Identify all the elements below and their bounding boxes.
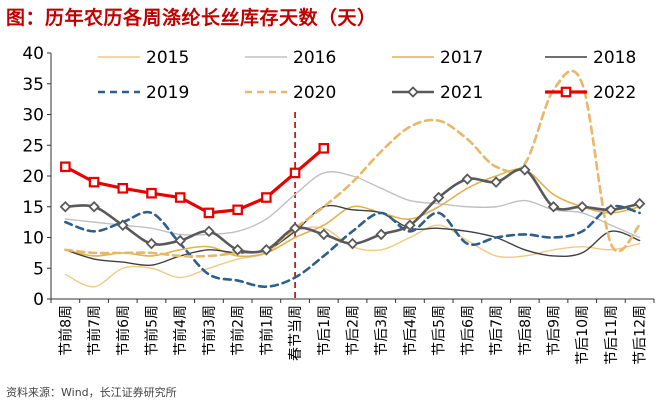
data-point-2021 — [404, 219, 416, 231]
y-tick-label: 20 — [22, 167, 44, 187]
data-point-2021 — [375, 228, 387, 241]
data-point-2021 — [633, 197, 646, 210]
legend-label-2019: 2019 — [146, 83, 189, 103]
chart-series — [59, 69, 646, 289]
x-tick-label: 节后12周 — [633, 305, 649, 365]
legend-label-2020: 2020 — [293, 83, 336, 103]
legend-label-2016: 2016 — [293, 48, 336, 68]
data-point-2021 — [461, 173, 474, 185]
data-point-2021 — [260, 244, 273, 256]
data-point-2021 — [231, 244, 244, 256]
data-point-2022 — [289, 167, 301, 179]
chart-legend: 2015 2016 2017 2018 2019 2020 2021 2022 — [98, 48, 636, 103]
series-line-2016 — [64, 171, 641, 239]
source-note: 资料来源：Wind，长江证券研究所 — [6, 386, 177, 399]
legend-label-2017: 2017 — [440, 48, 483, 68]
series-line-2017 — [64, 168, 641, 258]
series-line-2018 — [64, 204, 641, 267]
x-tick-label: 春节当周 — [288, 305, 304, 361]
series-line-2022 — [63, 146, 326, 215]
x-tick-label: 节前4周 — [172, 305, 189, 356]
data-point-2021 — [547, 200, 560, 213]
x-tick-label: 节后1周 — [317, 305, 333, 356]
legend-label-2022: 2022 — [593, 83, 636, 103]
data-point-2022 — [88, 176, 100, 188]
data-point-2021 — [117, 219, 129, 231]
y-tick-label: 35 — [22, 75, 44, 95]
x-tick-label: 节后5周 — [432, 305, 448, 356]
x-tick-label: 节前5周 — [144, 305, 161, 356]
x-tick-label: 节后7周 — [489, 305, 505, 356]
legend-label-2018: 2018 — [593, 48, 636, 68]
y-tick-label: 15 — [22, 198, 44, 218]
data-point-2021 — [346, 237, 359, 250]
data-point-2021 — [318, 228, 330, 241]
x-tick-label: 节前8周 — [57, 305, 74, 356]
data-point-2021 — [576, 200, 588, 213]
data-point-2021 — [145, 237, 158, 250]
data-point-2021 — [203, 225, 215, 238]
x-tick-label: 节前6周 — [115, 305, 132, 356]
data-point-2022 — [146, 187, 157, 199]
data-point-2021 — [59, 200, 72, 213]
x-tick-label: 节后6周 — [460, 305, 476, 356]
data-point-2021 — [605, 204, 617, 216]
x-tick-label: 节后2周 — [346, 305, 362, 356]
x-tick-label: 节后8周 — [518, 305, 534, 356]
legend-marker-2021 — [407, 86, 419, 98]
series-line-2020 — [64, 69, 641, 258]
x-tick-label: 节后9周 — [547, 305, 563, 356]
data-point-2021 — [519, 164, 531, 176]
y-tick-label: 5 — [33, 259, 44, 279]
data-point-2022 — [203, 207, 215, 219]
chart-title: 图：历年农历各周涤纶长丝库存天数（天） — [6, 7, 377, 29]
x-tick-label: 节前2周 — [230, 305, 247, 356]
legend-label-2015: 2015 — [146, 48, 189, 68]
x-tick-label: 节前7周 — [86, 305, 103, 356]
data-point-2021 — [88, 200, 100, 213]
y-tick-label: 25 — [22, 136, 44, 156]
x-tick-label: 节前1周 — [258, 305, 275, 356]
x-tick-label: 节后10周 — [575, 305, 591, 365]
data-point-2022 — [232, 204, 243, 216]
chart-axes: 0 5 10 15 20 25 30 35 40 节前8周 节前7周 节前6周 节前5周 节前4周 节前3周… — [22, 44, 655, 365]
legend-label-2021: 2021 — [440, 83, 483, 103]
y-tick-label: 10 — [22, 229, 44, 249]
data-point-2021 — [174, 234, 186, 247]
data-point-2022 — [261, 192, 272, 203]
data-point-2021 — [490, 176, 502, 188]
data-point-2021 — [289, 222, 301, 235]
y-tick-label: 40 — [22, 44, 44, 64]
data-point-2022 — [117, 183, 129, 194]
series-line-2019 — [64, 204, 641, 289]
y-tick-label: 0 — [33, 290, 44, 310]
x-tick-label: 节后3周 — [374, 305, 390, 356]
legend-marker-2022 — [560, 86, 572, 98]
data-point-2022 — [318, 143, 330, 154]
data-point-2022 — [60, 161, 71, 173]
data-point-2022 — [174, 192, 186, 203]
x-tick-label: 节后11周 — [604, 305, 620, 365]
data-point-2021 — [432, 191, 445, 204]
x-tick-label: 节后4周 — [403, 305, 419, 356]
x-tick-label: 节前3周 — [201, 305, 218, 356]
y-tick-label: 30 — [22, 106, 44, 126]
